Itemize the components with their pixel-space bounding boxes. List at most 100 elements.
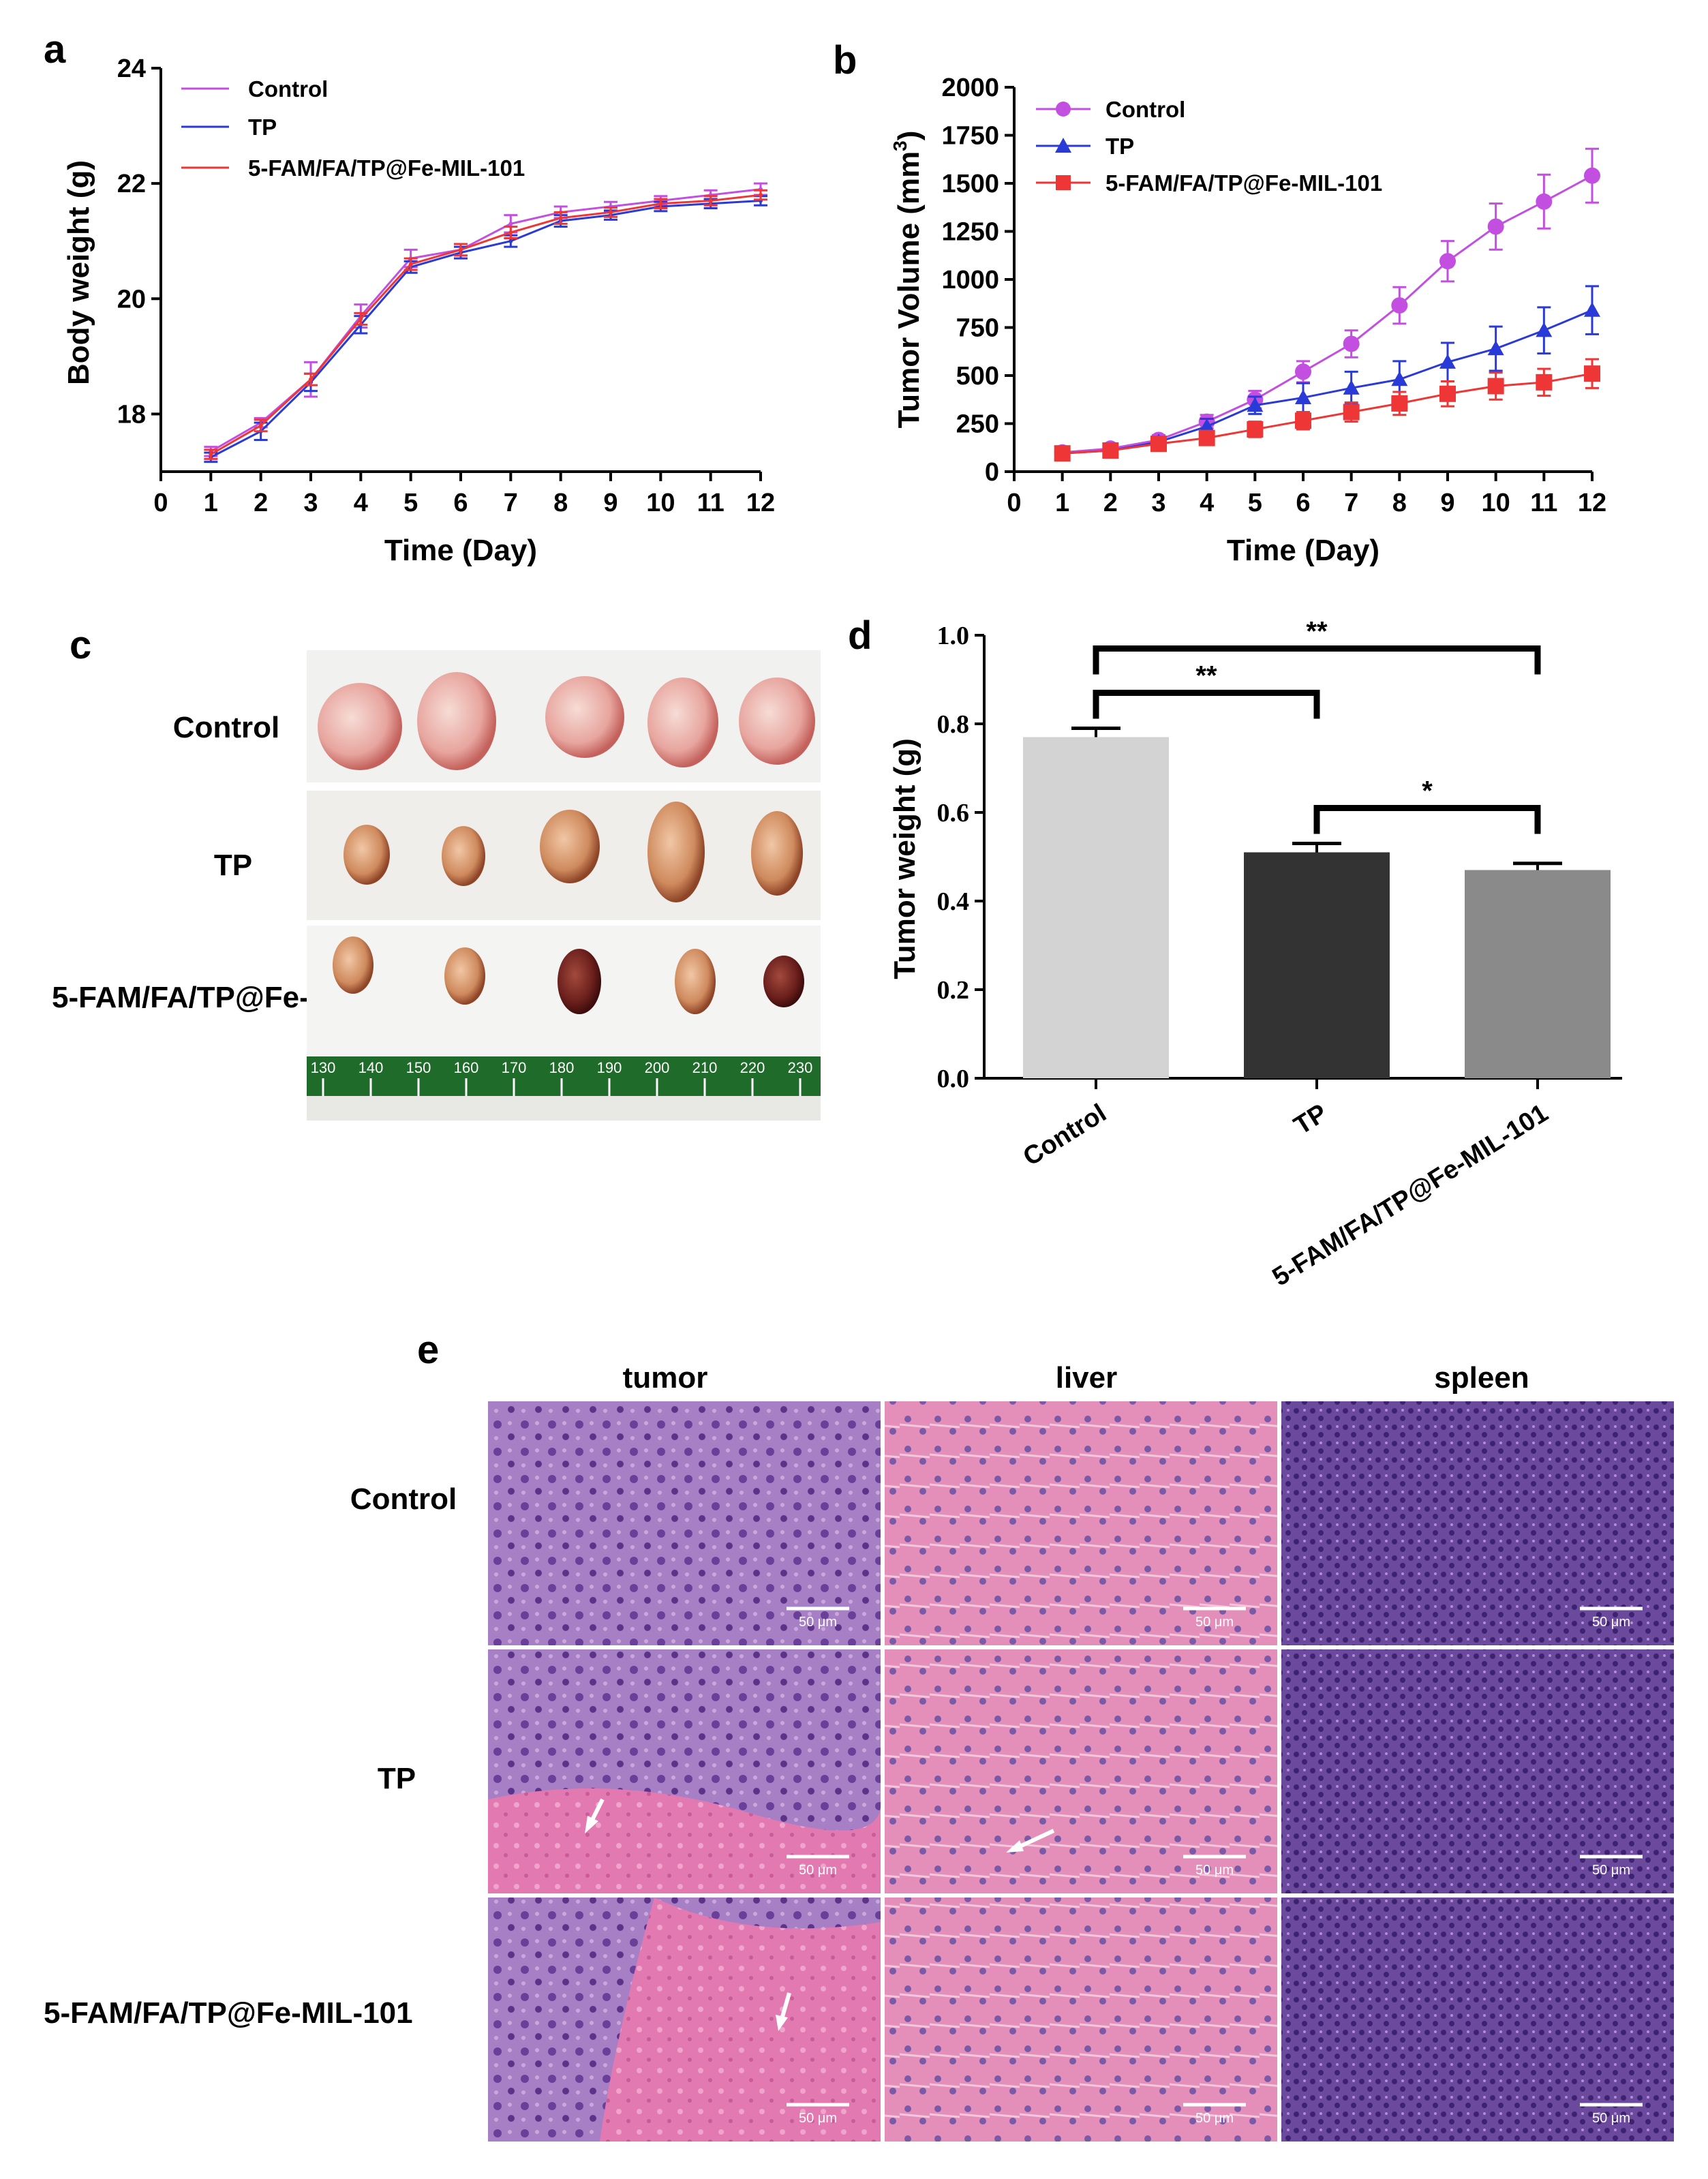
panel-b-y-axis-title-main: Tumor Volume (mm: [892, 151, 926, 429]
panel-e-col-label-tumor: tumor: [623, 1361, 708, 1395]
panel-a-y-axis-title: Body weight (g): [62, 160, 95, 385]
data-point: [1584, 167, 1600, 184]
x-tick-label: 8: [1392, 489, 1407, 517]
tumor-specimen: [545, 676, 624, 758]
ruler-ticks: 130 140 150 160 170 180 190 200 210 220 230: [311, 1059, 812, 1096]
x-tick-label: 7: [504, 489, 518, 517]
series-line: [210, 188, 761, 453]
y-tick-label: 22: [117, 170, 146, 198]
scale-bar-label: 50 μm: [1195, 1863, 1234, 1878]
panel-a-series: [204, 182, 767, 463]
series-control: [204, 182, 767, 457]
histology-tumor-control: [488, 1401, 881, 1645]
y-tick-label: 1500: [941, 170, 999, 198]
panel-b-x-ticks: 0 1 2 3 4 5 6 7 8 9 10 11 12: [1007, 472, 1606, 517]
panel-d-y-axis-title: Tumor weight (g): [888, 738, 921, 979]
series-line: [210, 200, 761, 459]
legend-label-tp: TP: [1105, 134, 1134, 159]
significance-bracket: [1093, 645, 1541, 675]
necrosis-region: [488, 1788, 881, 1893]
x-tick-label: 0: [153, 489, 168, 517]
data-point: [1343, 403, 1360, 421]
series-5-fam-fa-tp-fe-mil-101: [1054, 358, 1600, 462]
panel-e-row-label-control: Control: [350, 1482, 457, 1516]
legend-label-control: Control: [248, 76, 328, 102]
panel-e-histology: e tumor liver spleen Control TP 5-FAM/FA…: [44, 1328, 1674, 2142]
y-tick-label: 0.0: [937, 1065, 970, 1093]
ruler-tick-label: 200: [645, 1059, 670, 1076]
bar-control: [1023, 737, 1169, 1078]
x-tick-label: 12: [746, 489, 775, 517]
tumor-specimen: [558, 949, 601, 1014]
panel-d-bars: [1023, 727, 1611, 1078]
significance-label: **: [1195, 661, 1217, 691]
data-point: [1247, 421, 1264, 438]
panel-a-label: a: [44, 27, 66, 72]
data-point: [508, 230, 513, 235]
x-tick-label: 2: [254, 489, 268, 517]
series-5-fam-fa-tp-fe-mil-101: [204, 189, 767, 460]
scale-bar-label: 50 μm: [799, 2111, 837, 2126]
tumor-specimen: [442, 826, 485, 886]
significance-bracket: [1093, 690, 1320, 719]
series-tp: [1054, 285, 1600, 460]
histology-spleen-control: [1281, 1401, 1674, 1645]
histology-spleen-fam: [1281, 1898, 1674, 2142]
y-tick-label: 500: [956, 362, 999, 391]
series-line: [1062, 372, 1593, 455]
y-tick-label: 0.6: [937, 799, 970, 827]
data-point: [1584, 302, 1600, 317]
y-tick-label: 18: [117, 400, 146, 429]
y-tick-label: 1.0: [937, 622, 970, 650]
data-point: [1295, 412, 1311, 429]
x-tick-label: 9: [1440, 489, 1454, 517]
x-tick-label: TP: [1289, 1099, 1332, 1140]
legend-marker-fam: [1056, 175, 1071, 190]
x-tick-label: 10: [1482, 489, 1510, 517]
panel-a-legend: Control TP 5-FAM/FA/TP@Fe-MIL-101: [181, 76, 525, 181]
data-point: [1487, 378, 1504, 395]
panel-d-significance: *****: [1093, 617, 1541, 834]
panel-b-legend: Control TP 5-FAM/FA/TP@Fe-MIL-101: [1036, 97, 1382, 196]
scale-bar-label: 50 μm: [1592, 1863, 1630, 1878]
panel-a-y-ticks: 18 20 22 24: [117, 55, 161, 429]
x-tick-label: 5: [1248, 489, 1262, 517]
data-point: [209, 452, 213, 457]
panel-a-x-axis-title: Time (Day): [384, 534, 537, 567]
necrosis-region: [600, 1898, 881, 2142]
scale-bar-label: 50 μm: [799, 1615, 837, 1630]
tumor-specimen: [344, 825, 390, 885]
data-point: [408, 262, 413, 266]
x-tick-label: 12: [1578, 489, 1606, 517]
panel-b-y-axis-title-end: ): [892, 131, 926, 141]
data-point: [1343, 335, 1360, 352]
scale-bar-label: 50 μm: [1195, 1615, 1234, 1630]
panel-e-label: e: [417, 1328, 439, 1372]
data-point: [1295, 363, 1311, 380]
y-tick-label: 24: [117, 55, 146, 83]
data-point: [1536, 322, 1553, 337]
bar-fam: [1465, 870, 1611, 1078]
x-tick-label: 2: [1103, 489, 1118, 517]
panel-e-row-label-tp: TP: [378, 1762, 416, 1795]
histology-grid: [488, 1401, 1674, 2142]
y-tick-label: 1000: [941, 266, 999, 294]
x-tick-label: 7: [1344, 489, 1358, 517]
ruler-tick-label: 130: [311, 1059, 336, 1076]
data-point: [759, 193, 763, 198]
scale-bar-label: 50 μm: [1592, 2111, 1630, 2126]
data-point: [508, 239, 513, 243]
x-tick-label: 5: [403, 489, 418, 517]
panel-b-y-axis-title-sup: 3: [889, 140, 911, 151]
panel-c-row-label-tp: TP: [214, 849, 252, 882]
histology-spleen-tp: [1281, 1649, 1674, 1893]
y-tick-label: 750: [956, 314, 999, 343]
panel-d-label: d: [848, 613, 872, 658]
ruler-tick-label: 180: [549, 1059, 575, 1076]
y-tick-label: 0.8: [937, 710, 970, 739]
tumors-fam: [333, 936, 804, 1014]
x-tick-label: 9: [603, 489, 617, 517]
data-point: [459, 247, 463, 252]
